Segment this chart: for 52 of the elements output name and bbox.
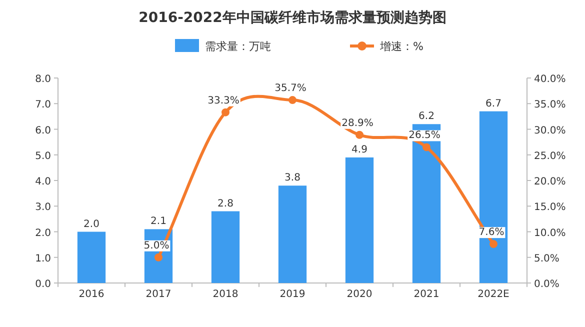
data-label: 2.8 <box>218 198 234 210</box>
y2-tick-label: 20.0% <box>534 176 566 188</box>
bar <box>211 211 240 283</box>
data-label: 3.8 <box>284 172 300 184</box>
y-tick-label: 2.0 <box>35 228 51 239</box>
point <box>288 96 296 104</box>
point <box>356 130 364 139</box>
bar <box>479 111 508 283</box>
bar <box>278 186 307 283</box>
x-tick-label: 2021 <box>414 289 440 300</box>
data-label: 4.9 <box>352 144 368 156</box>
y2-tick-label: 10.0% <box>534 228 566 239</box>
y2-tick-label: 25.0% <box>534 150 566 162</box>
y-tick-label: 5.0 <box>35 150 51 162</box>
x-tick-label: 2020 <box>346 289 372 300</box>
y2-tick-label: 5.0% <box>534 253 560 264</box>
point <box>154 253 162 262</box>
y2-tick-label: 0.0% <box>534 279 560 290</box>
bar <box>77 232 106 283</box>
y2-tick-label: 15.0% <box>534 202 566 214</box>
y-tick-label: 7.0 <box>35 100 51 111</box>
chart-title: 2016-2022年中国碳纤维市场需求量预测趋势图 <box>138 9 446 26</box>
data-label: 2.1 <box>150 216 166 228</box>
y2-tick-label: 30.0% <box>534 125 566 136</box>
data-label: 6.7 <box>486 98 502 110</box>
legend-label: 需求量：万吨 <box>205 40 271 53</box>
y-tick-label: 1.0 <box>35 253 51 264</box>
y2-tick-label: 40.0% <box>534 74 566 85</box>
y2-tick-label: 35.0% <box>534 100 566 111</box>
data-label: 26.5% <box>408 130 440 142</box>
y-tick-label: 0.0 <box>35 279 51 290</box>
data-label: 7.6% <box>478 227 504 238</box>
point <box>222 108 230 116</box>
point <box>490 240 498 248</box>
point <box>422 143 430 152</box>
x-tick-label: 2017 <box>146 289 172 300</box>
legend-label: 增速：% <box>379 40 424 53</box>
x-tick-label: 2022E <box>478 289 510 300</box>
y-tick-label: 3.0 <box>35 202 51 214</box>
y-tick-label: 8.0 <box>35 74 51 85</box>
bar <box>345 157 374 283</box>
x-tick-label: 2018 <box>212 289 238 300</box>
y-tick-label: 4.0 <box>35 176 51 188</box>
data-label: 6.2 <box>418 111 434 122</box>
data-label: 5.0% <box>144 240 170 252</box>
data-label: 28.9% <box>342 118 374 129</box>
data-label: 33.3% <box>208 95 240 106</box>
x-tick-label: 2016 <box>78 289 104 300</box>
y-tick-label: 6.0 <box>35 125 51 136</box>
x-tick-label: 2019 <box>280 289 306 300</box>
data-label: 2.0 <box>84 218 100 230</box>
data-label: 35.7% <box>274 83 306 94</box>
